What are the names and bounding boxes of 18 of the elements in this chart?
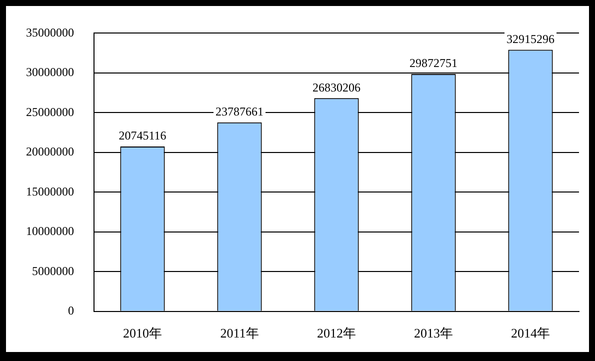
x-tick-label: 2011年 <box>220 326 259 341</box>
y-tick-label: 25000000 <box>26 104 74 119</box>
x-tick-label: 2014年 <box>511 326 550 341</box>
x-tick-label: 2013年 <box>414 326 453 341</box>
y-tick-label: 15000000 <box>26 184 74 198</box>
data-label: 20745116 <box>118 128 166 143</box>
y-tick-label: 10000000 <box>26 224 74 238</box>
y-tick-label: 35000000 <box>26 25 74 40</box>
y-tick-label: 0 <box>68 304 74 318</box>
data-label: 23787661 <box>216 104 264 118</box>
data-label: 29872751 <box>410 56 458 70</box>
y-tick-label: 5000000 <box>32 264 74 278</box>
y-tick-label: 30000000 <box>26 65 74 80</box>
y-tick-label: 20000000 <box>26 144 74 159</box>
data-label: 26830206 <box>312 80 360 94</box>
x-tick-label: 2012年 <box>317 326 356 341</box>
x-tick-label: 2010年 <box>123 326 162 341</box>
data-label: 32915296 <box>506 32 554 46</box>
